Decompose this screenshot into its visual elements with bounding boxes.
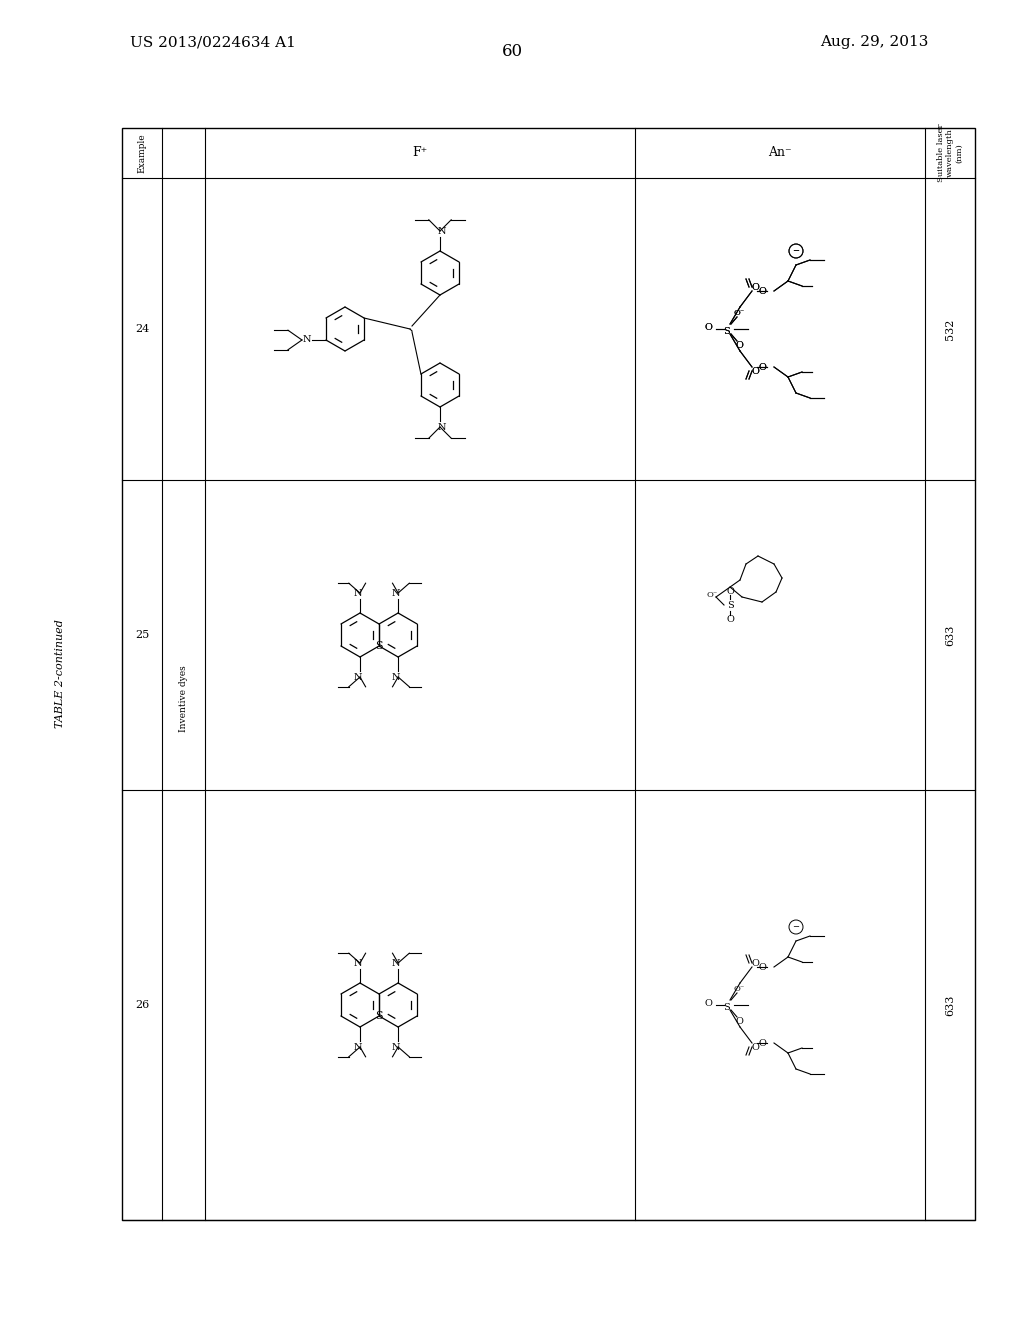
Text: F⁺: F⁺ xyxy=(413,147,428,160)
Text: O⁻: O⁻ xyxy=(707,591,718,599)
Text: O⁻: O⁻ xyxy=(733,309,744,317)
Text: Suitable laser
wavelength
(nm): Suitable laser wavelength (nm) xyxy=(937,124,964,182)
Text: S: S xyxy=(724,326,730,335)
Text: O: O xyxy=(705,322,712,331)
Text: O: O xyxy=(726,615,734,623)
Text: N: N xyxy=(303,334,311,343)
Text: O: O xyxy=(751,282,759,292)
Text: An⁻: An⁻ xyxy=(768,147,792,160)
Text: O: O xyxy=(735,341,743,350)
Bar xyxy=(122,128,975,1220)
Text: O: O xyxy=(726,586,734,595)
Text: N: N xyxy=(437,422,446,432)
Text: O: O xyxy=(735,341,743,350)
Text: S: S xyxy=(724,326,730,335)
Text: N: N xyxy=(353,589,362,598)
Text: S: S xyxy=(727,601,733,610)
Text: TABLE 2-continued: TABLE 2-continued xyxy=(55,619,65,729)
Text: O: O xyxy=(751,367,759,375)
Text: S: S xyxy=(375,642,383,651)
Text: 633: 633 xyxy=(945,624,955,645)
Text: N: N xyxy=(353,1043,362,1052)
Text: O: O xyxy=(758,1039,766,1048)
Text: O: O xyxy=(751,958,759,968)
Text: O: O xyxy=(758,363,766,371)
Text: O⁻: O⁻ xyxy=(733,985,744,993)
Text: O: O xyxy=(751,367,759,375)
Text: O: O xyxy=(751,1043,759,1052)
Text: S: S xyxy=(375,1011,383,1020)
Text: 24: 24 xyxy=(135,323,150,334)
Text: 25: 25 xyxy=(135,630,150,640)
Text: −: − xyxy=(793,247,800,255)
Text: −: − xyxy=(793,247,800,255)
Text: US 2013/0224634 A1: US 2013/0224634 A1 xyxy=(130,36,296,49)
Text: 633: 633 xyxy=(945,994,955,1015)
Text: S: S xyxy=(724,1002,730,1011)
Text: Example: Example xyxy=(137,133,146,173)
Text: N: N xyxy=(392,589,400,598)
Text: O: O xyxy=(758,286,766,296)
Text: O⁻: O⁻ xyxy=(733,309,744,317)
Text: O: O xyxy=(705,998,712,1007)
Text: N: N xyxy=(353,958,362,968)
Text: N: N xyxy=(353,672,362,681)
Text: Aug. 29, 2013: Aug. 29, 2013 xyxy=(820,36,929,49)
Text: O: O xyxy=(751,282,759,292)
Text: N: N xyxy=(392,958,400,968)
Text: Inventive dyes: Inventive dyes xyxy=(179,665,188,733)
Text: 26: 26 xyxy=(135,1001,150,1010)
Text: 60: 60 xyxy=(502,44,522,59)
Text: N: N xyxy=(437,227,446,235)
Text: −: − xyxy=(793,923,800,931)
Text: 532: 532 xyxy=(945,318,955,339)
Text: N: N xyxy=(392,672,400,681)
Text: O: O xyxy=(758,286,766,296)
Text: O: O xyxy=(758,363,766,371)
Text: N: N xyxy=(392,1043,400,1052)
Text: O: O xyxy=(735,1016,743,1026)
Text: O: O xyxy=(705,322,712,331)
Text: O: O xyxy=(758,962,766,972)
